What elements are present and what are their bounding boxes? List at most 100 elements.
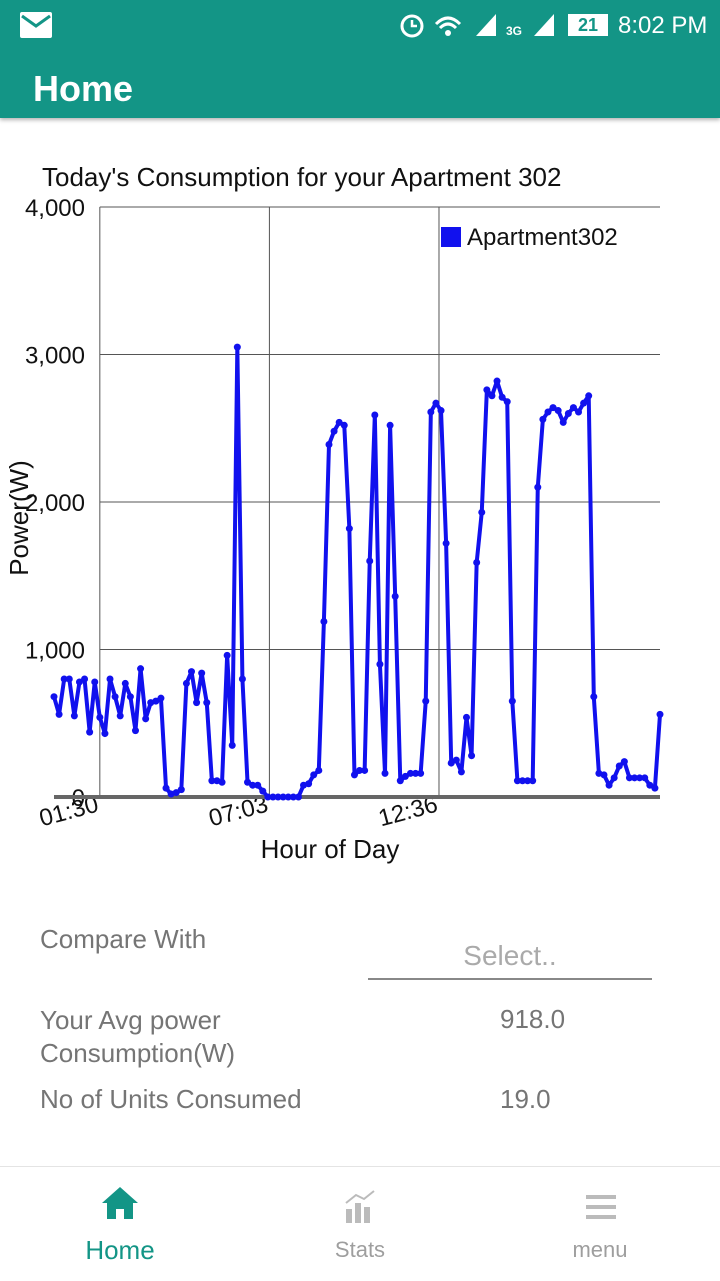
data-point	[493, 377, 501, 385]
data-point	[488, 392, 496, 400]
data-point	[111, 693, 119, 701]
data-point	[60, 675, 68, 683]
data-point	[91, 678, 99, 686]
x-axis-label: Hour of Day	[261, 834, 400, 864]
data-point	[320, 617, 328, 625]
data-point	[625, 774, 633, 782]
data-point	[233, 343, 241, 351]
data-point	[381, 769, 389, 777]
battery: 21	[568, 14, 608, 36]
data-point	[427, 408, 435, 416]
data-point	[55, 710, 63, 718]
data-point	[549, 404, 557, 412]
data-point	[310, 771, 318, 779]
data-point	[269, 793, 277, 801]
data-point	[137, 665, 145, 673]
clock: 8:02 PM	[618, 12, 708, 39]
app-header: 3G 21 8:02 PM Home	[0, 0, 720, 118]
menu-icon[interactable]	[586, 1195, 616, 1221]
legend-swatch	[441, 227, 461, 247]
legend-label: Apartment302	[467, 224, 618, 251]
data-point	[361, 766, 369, 774]
data-point	[157, 694, 165, 702]
y-tick-label: 3,000	[25, 343, 85, 370]
data-point	[366, 557, 374, 565]
data-point	[422, 697, 430, 705]
data-point	[305, 780, 313, 788]
data-point	[75, 678, 83, 686]
data-point	[254, 781, 262, 789]
data-point	[116, 712, 124, 720]
data-point	[580, 399, 588, 407]
data-point	[238, 675, 246, 683]
data-point	[447, 759, 455, 767]
nav-menu[interactable]: menu	[572, 1237, 628, 1262]
nav-stats[interactable]: Stats	[334, 1237, 386, 1262]
data-point	[121, 679, 129, 687]
data-point	[636, 774, 644, 782]
data-point	[193, 699, 201, 707]
data-point	[569, 404, 577, 412]
data-point	[473, 558, 481, 566]
data-point	[539, 415, 547, 423]
data-point	[468, 752, 476, 760]
data-point	[50, 693, 58, 701]
home-icon[interactable]	[100, 1185, 140, 1221]
avg-value: 918.0	[500, 1004, 566, 1034]
status-icons	[400, 14, 554, 38]
data-point	[590, 693, 598, 701]
data-point	[96, 713, 104, 721]
data-point	[126, 693, 134, 701]
data-point	[279, 793, 287, 801]
data-point	[259, 787, 267, 795]
data-point	[513, 777, 521, 785]
avg-label: Your Avg power Consumption(W)	[40, 1005, 236, 1068]
y-tick-label: 2,000	[25, 490, 85, 517]
data-point	[396, 777, 404, 785]
units-value: 19.0	[500, 1084, 551, 1114]
data-point	[177, 786, 185, 794]
data-point	[65, 675, 73, 683]
data-point	[478, 508, 486, 516]
data-point	[162, 784, 170, 792]
data-point	[345, 525, 353, 533]
data-point	[274, 793, 282, 801]
data-point	[554, 407, 562, 415]
data-point	[371, 411, 379, 419]
data-point	[615, 762, 623, 770]
data-point	[534, 483, 542, 491]
data-point	[335, 418, 343, 426]
data-point	[519, 777, 527, 785]
data-point	[315, 766, 323, 774]
mail-icon	[20, 12, 52, 38]
y-axis-label: Power(W)	[4, 460, 34, 576]
data-point	[284, 793, 292, 801]
data-point	[70, 712, 78, 720]
compare-select[interactable]: Select..	[368, 940, 652, 980]
data-point	[564, 410, 572, 417]
data-point	[651, 784, 659, 792]
data-point	[325, 440, 333, 448]
stats-icon[interactable]	[344, 1189, 378, 1225]
data-point	[350, 771, 358, 779]
data-point	[81, 675, 89, 683]
data-point	[462, 713, 470, 721]
data-point	[244, 778, 252, 786]
data-point	[249, 781, 257, 789]
data-point	[529, 777, 537, 785]
nav-home[interactable]: Home	[85, 1235, 155, 1265]
chart-title: Today's Consumption for your Apartment 3…	[42, 162, 561, 192]
data-point	[218, 778, 226, 786]
y-tick-label: 1,000	[25, 638, 85, 665]
data-point	[437, 407, 445, 415]
data-point	[203, 699, 211, 707]
data-point	[544, 408, 552, 416]
data-point	[330, 427, 338, 435]
data-point	[101, 730, 109, 738]
y-tick-label: 4,000	[25, 195, 85, 222]
data-point	[208, 777, 216, 785]
network-type: 3G	[506, 24, 523, 38]
data-point	[452, 756, 460, 764]
data-point	[503, 398, 511, 406]
